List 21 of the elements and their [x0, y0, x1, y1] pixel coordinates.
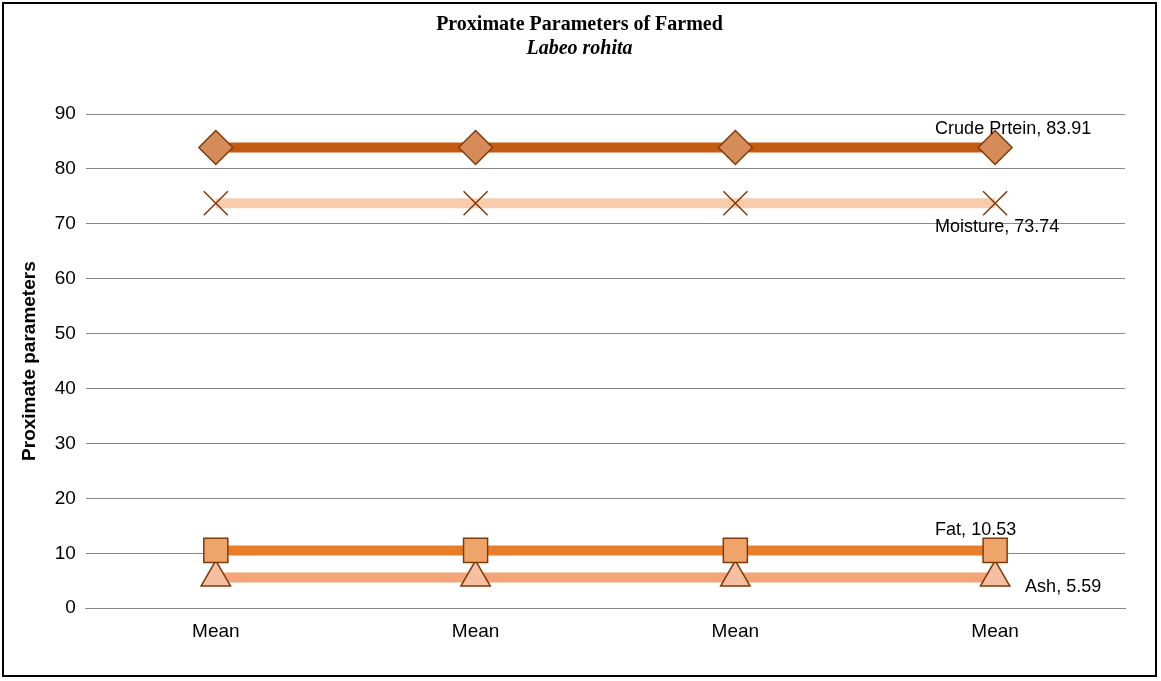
data-label: Ash, 5.59: [1025, 576, 1102, 597]
y-tick-label: 0: [65, 596, 76, 618]
y-tick-label: 60: [54, 266, 76, 288]
data-label: Moisture, 73.74: [935, 216, 1060, 237]
y-tick-label: 90: [54, 102, 76, 124]
x-tick-label: Mean: [711, 619, 760, 641]
y-tick-label: 70: [54, 212, 76, 234]
y-tick-label: 10: [54, 541, 76, 563]
chart-subtitle: Labeo rohita: [525, 36, 634, 59]
chart-title: Proximate Parameters of Farmed: [435, 12, 724, 35]
x-tick-label: Mean: [451, 619, 500, 641]
y-tick-label: 80: [54, 157, 76, 179]
y-tick-label: 20: [54, 486, 76, 508]
x-tick-label: Mean: [971, 619, 1019, 641]
y-tick-label: 50: [54, 321, 76, 343]
y-tick-label: 40: [54, 376, 76, 398]
data-label: Fat, 10.53: [935, 519, 1017, 540]
y-axis-title: Proximate parameters: [17, 261, 39, 461]
data-label: Crude Prtein, 83.91: [935, 118, 1092, 139]
x-tick-label: Mean: [192, 619, 240, 641]
y-tick-label: 30: [54, 431, 76, 453]
